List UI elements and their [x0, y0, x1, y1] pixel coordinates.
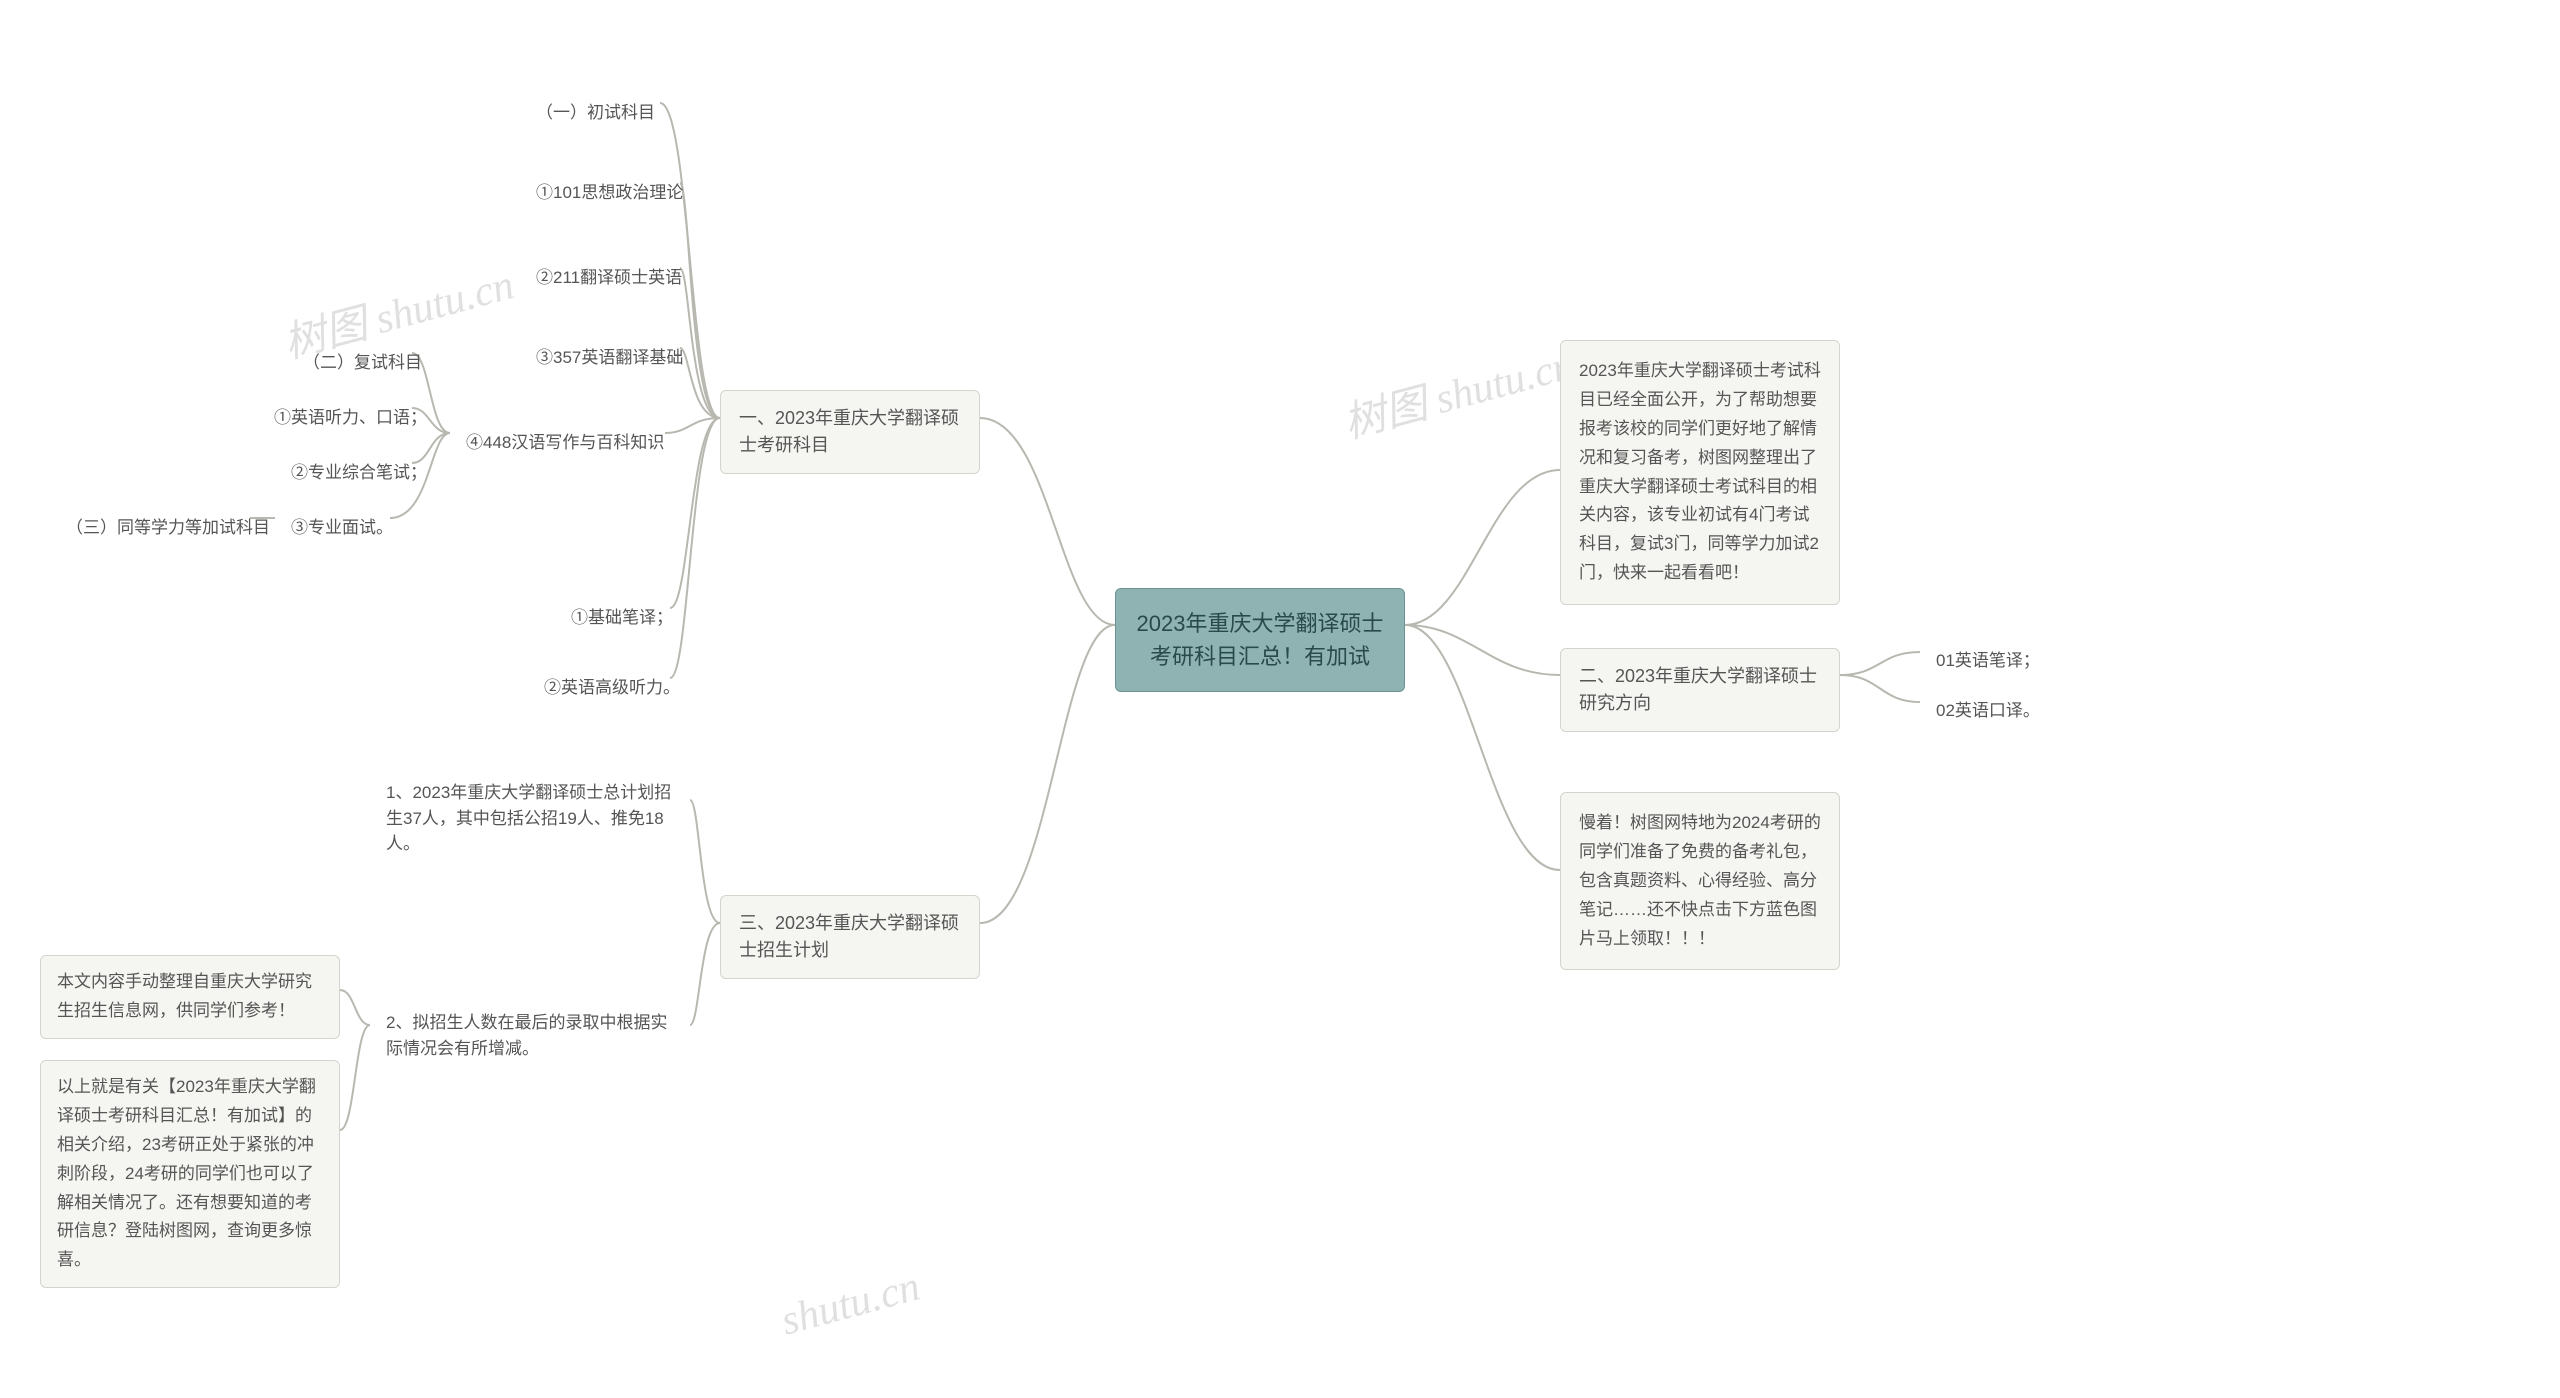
center-root-node: 2023年重庆大学翻译硕士 考研科目汇总！有加试 — [1115, 588, 1405, 692]
leaf-interview: ③专业面试。 — [275, 505, 409, 551]
leaf-subject-211: ②211翻译硕士英语 — [520, 255, 698, 301]
leaf-reexam-subjects: （二）复试科目 — [287, 340, 438, 386]
center-title-line2: 考研科目汇总！有加试 — [1136, 640, 1384, 673]
watermark: shutu.cn — [776, 1263, 925, 1346]
center-title-line1: 2023年重庆大学翻译硕士 — [1136, 607, 1384, 640]
intro-paragraph: 2023年重庆大学翻译硕士考试科目已经全面公开，为了帮助想要报考该校的同学们更好… — [1560, 340, 1840, 605]
para-summary: 以上就是有关【2023年重庆大学翻译硕士考研科目汇总！有加试】的相关介绍，23考… — [40, 1060, 340, 1288]
leaf-subject-357: ③357英语翻译基础 — [520, 335, 699, 381]
outro-paragraph: 慢着！树图网特地为2024考研的同学们准备了免费的备考礼包，包含真题资料、心得经… — [1560, 792, 1840, 970]
leaf-subject-101: ①101思想政治理论 — [520, 170, 699, 216]
leaf-enroll-2: 2、拟招生人数在最后的录取中根据实际情况会有所增减。 — [370, 1000, 690, 1071]
leaf-adv-listening: ②英语高级听力。 — [528, 665, 696, 711]
connector-lines — [0, 0, 2560, 1398]
leaf-direction-1: 01英语笔译； — [1920, 638, 2056, 684]
leaf-listen-speak: ①英语听力、口语； — [258, 395, 443, 441]
leaf-written-exam: ②专业综合笔试； — [275, 450, 443, 496]
para-source: 本文内容手动整理自重庆大学研究生招生信息网，供同学们参考！ — [40, 955, 340, 1039]
leaf-direction-2: 02英语口译。 — [1920, 688, 2056, 734]
leaf-equal-ability: （三）同等学力等加试科目 — [50, 505, 286, 551]
leaf-basic-trans: ①基础笔译； — [555, 595, 689, 641]
leaf-prelim-subjects: （一）初试科目 — [520, 90, 671, 136]
leaf-subject-448: ④448汉语写作与百科知识 — [450, 420, 680, 466]
branch-enrollment: 三、2023年重庆大学翻译硕士招生计划 — [720, 895, 980, 979]
branch-subjects: 一、2023年重庆大学翻译硕士考研科目 — [720, 390, 980, 474]
leaf-enroll-1: 1、2023年重庆大学翻译硕士总计划招生37人，其中包括公招19人、推免18人。 — [370, 770, 690, 867]
branch-research-direction: 二、2023年重庆大学翻译硕士研究方向 — [1560, 648, 1840, 732]
watermark: 树图 shutu.cn — [1336, 331, 1579, 451]
